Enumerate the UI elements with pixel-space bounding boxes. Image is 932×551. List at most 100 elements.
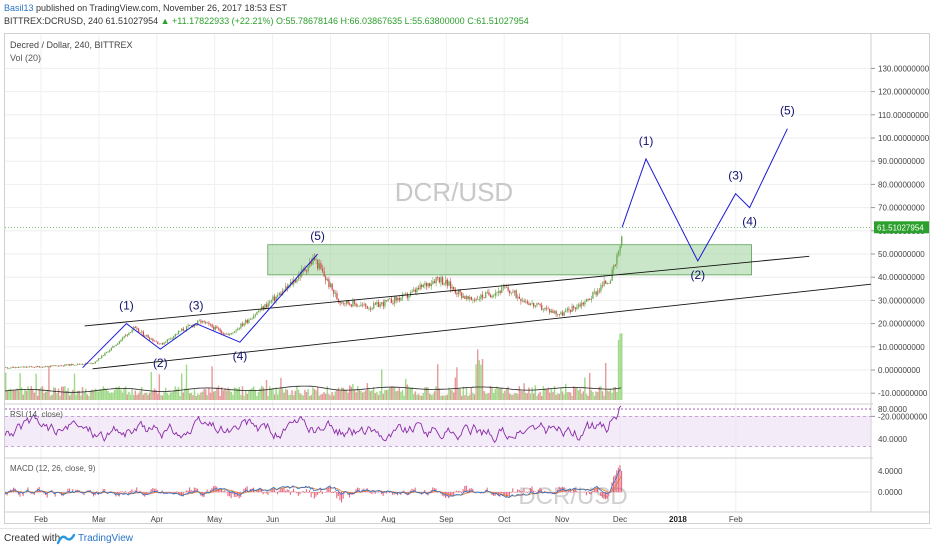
candle-body [560,312,561,314]
candle-body [554,311,555,313]
candle-body [311,262,312,264]
volume-bar [64,386,65,400]
volume-bar [160,395,161,400]
volume-bar [29,389,30,400]
tradingview-logo-icon[interactable] [56,532,76,551]
volume-bar [133,395,134,400]
candle-body [21,367,22,368]
volume-bar [495,389,496,400]
volume-bar [34,393,35,400]
volume-bar [80,395,81,400]
volume-bar [75,395,76,400]
volume-bar [299,393,300,400]
volume-bar [410,389,411,400]
macd-histogram-bar [130,491,131,492]
volume-bar [269,386,270,400]
volume-bar [411,387,412,400]
volume-bar [191,393,192,400]
candle-body [328,279,329,287]
last-price-label: 61.51027954 [877,223,924,232]
volume-bar [67,388,68,400]
volume-bar [405,379,406,400]
volume-bar [535,385,536,400]
price-chart[interactable]: DCR/USD DCR/USD (1)(2)(3)(4)(5)(1)(2)(3)… [5,34,929,523]
volume-bar [290,395,291,400]
volume-bar [231,392,232,400]
volume-bar [170,393,171,400]
volume-bar [8,389,9,400]
candle-body [397,298,398,300]
candle-body [389,298,390,299]
time-tick-label: Oct [498,515,511,523]
volume-bar [48,367,49,400]
volume-bar [357,386,358,400]
volume-bar [618,340,619,400]
wave-label: (4) [233,349,248,363]
candle-body [128,333,129,336]
volume-bar [59,396,60,400]
macd-histogram-bar [299,492,300,494]
candle-body [548,309,549,310]
volume-bar [595,391,596,400]
volume-bar [159,374,160,400]
candle-body [468,296,469,299]
candle-body [136,328,137,329]
macd-histogram-bar [266,492,267,494]
candle-body [445,280,446,284]
candle-body [210,324,211,325]
candle-body [221,331,222,333]
volume-bar [434,391,435,400]
candle-body [157,342,158,344]
volume-bar [355,392,356,400]
candle-body [391,298,392,303]
candle-body [442,277,443,284]
tradingview-brand[interactable]: TradingView [78,533,133,544]
macd-histogram-bar [296,492,297,493]
volume-bar [490,386,491,400]
volume-bar [512,395,513,400]
volume-bar [197,394,198,400]
macd-histogram-bar [448,492,449,498]
chart-frame: DCR/USD DCR/USD (1)(2)(3)(4)(5)(1)(2)(3)… [4,33,930,524]
time-tick-label: Dec [613,515,627,523]
volume-bar [63,387,64,400]
candle-body [279,293,280,295]
volume-bar [402,390,403,400]
candle-body [44,366,45,367]
candle-body [212,325,213,327]
macd-histogram-bar [527,492,528,493]
author-link[interactable]: Basil13 [4,3,34,13]
volume-bar [493,393,494,400]
candle-body [52,366,53,367]
candle-body [557,314,558,315]
macd-histogram-bar [325,492,326,493]
candle-body [224,334,225,335]
volume-bar [264,389,265,400]
volume-bar [341,387,342,400]
candle-body [519,297,520,299]
candle-body [469,297,470,299]
candle-body [306,270,307,271]
candle-body [112,346,113,348]
volume-bar [466,387,467,400]
volume-bar [346,390,347,400]
candle-body [538,303,539,304]
time-tick-label: 2018 [669,515,687,523]
candle-body [26,367,27,368]
macd-histogram-bar [357,488,358,493]
candle-body [480,295,481,299]
candle-body [373,303,374,308]
candle-body [410,292,411,296]
volume-bar [591,390,592,400]
candle-body [359,306,360,307]
candle-body [218,328,219,329]
volume-bar [482,359,483,400]
volume-bar [555,395,556,400]
volume-bar [274,394,275,400]
wave-label: (1) [119,299,134,313]
wave-label: (1) [639,134,654,148]
volume-bar [255,390,256,400]
candle-body [170,339,171,340]
macd-histogram-bar [536,492,537,493]
volume-bar [168,395,169,400]
